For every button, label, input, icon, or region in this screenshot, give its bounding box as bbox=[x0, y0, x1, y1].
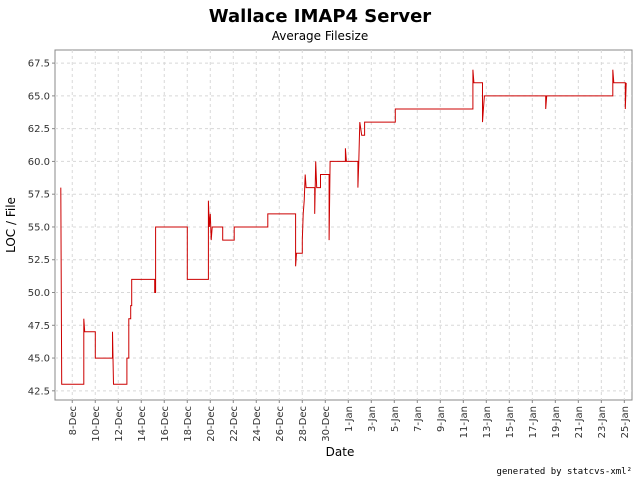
x-tick-label: 8-Dec bbox=[68, 406, 79, 435]
y-tick-label: 52.5 bbox=[28, 255, 50, 266]
x-tick-label: 30-Dec bbox=[321, 406, 332, 442]
y-tick-label: 42.5 bbox=[28, 386, 50, 397]
x-tick-label: 24-Dec bbox=[252, 406, 263, 442]
y-tick-label: 67.5 bbox=[28, 59, 50, 70]
x-tick-label: 19-Jan bbox=[551, 406, 562, 438]
x-tick-label: 26-Dec bbox=[275, 406, 286, 442]
x-tick-label: 13-Jan bbox=[482, 406, 493, 438]
series-line bbox=[60, 69, 627, 385]
x-tick-label: 16-Dec bbox=[160, 406, 171, 442]
x-tick-label: 28-Dec bbox=[298, 406, 309, 442]
chart-subtitle: Average Filesize bbox=[272, 29, 368, 43]
x-tick-label: 23-Jan bbox=[597, 406, 608, 438]
x-axis-label: Date bbox=[326, 445, 355, 459]
y-axis-label: LOC / File bbox=[4, 197, 18, 253]
x-tick-label: 25-Jan bbox=[620, 406, 631, 438]
x-tick-label: 17-Jan bbox=[528, 406, 539, 438]
x-axis-ticks: 8-Dec 10-Dec 12-Dec 14-Dec 16-Dec 18-Dec 20-De… bbox=[68, 400, 631, 442]
y-tick-label: 57.5 bbox=[28, 190, 50, 201]
y-tick-label: 62.5 bbox=[28, 124, 50, 135]
x-tick-label: 11-Jan bbox=[459, 406, 470, 438]
x-tick-label: 9-Jan bbox=[436, 406, 447, 432]
chart-title: Wallace IMAP4 Server bbox=[209, 6, 432, 27]
x-tick-label: 12-Dec bbox=[114, 406, 125, 442]
plot-area bbox=[54, 49, 633, 401]
x-tick-label: 3-Jan bbox=[367, 406, 378, 432]
y-tick-label: 60.0 bbox=[28, 157, 50, 168]
y-tick-label: 50.0 bbox=[28, 288, 50, 299]
x-tick-label: 15-Jan bbox=[505, 406, 516, 438]
series-layer bbox=[60, 69, 627, 385]
y-tick-label: 65.0 bbox=[28, 91, 50, 102]
footer-credit: generated by statcvs-xml² bbox=[497, 467, 632, 477]
x-tick-label: 22-Dec bbox=[229, 406, 240, 442]
x-tick-label: 20-Dec bbox=[206, 406, 217, 442]
y-tick-label: 47.5 bbox=[28, 321, 50, 332]
y-tick-label: 55.0 bbox=[28, 222, 50, 233]
y-tick-label: 45.0 bbox=[28, 354, 50, 365]
x-tick-label: 18-Dec bbox=[183, 406, 194, 442]
y-axis-ticks: 42.5 45.0 47.5 50.0 52.5 55.0 57.5 60.0 62.5 65.0… bbox=[28, 59, 55, 397]
x-tick-label: 14-Dec bbox=[137, 406, 148, 442]
x-tick-label: 7-Jan bbox=[413, 406, 424, 432]
x-tick-label: 1-Jan bbox=[344, 406, 355, 432]
x-tick-label: 10-Dec bbox=[91, 406, 102, 442]
x-tick-label: 21-Jan bbox=[574, 406, 585, 438]
x-tick-label: 5-Jan bbox=[390, 406, 401, 432]
